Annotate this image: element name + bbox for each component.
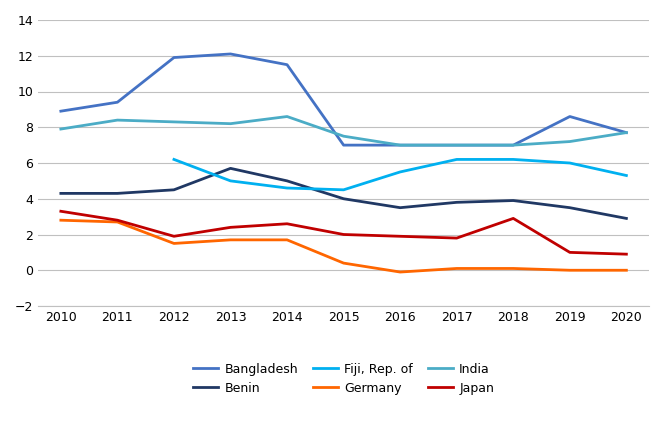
Bangladesh [396, 142, 404, 147]
Benin [226, 166, 234, 171]
Japan [509, 216, 517, 221]
Line: Japan: Japan [61, 211, 626, 254]
Benin [509, 198, 517, 203]
Japan [114, 218, 122, 223]
Benin [57, 191, 65, 196]
India [509, 142, 517, 147]
Benin [396, 205, 404, 210]
India [170, 119, 178, 125]
Fiji, Rep. of [226, 178, 234, 184]
Japan [566, 250, 574, 255]
India [114, 118, 122, 123]
Germany [57, 218, 65, 223]
India [339, 133, 347, 139]
Benin [622, 216, 630, 221]
Germany [566, 268, 574, 273]
Germany [283, 237, 291, 242]
Germany [453, 266, 461, 271]
Bangladesh [283, 62, 291, 67]
Bangladesh [339, 142, 347, 147]
India [57, 127, 65, 132]
Benin [339, 196, 347, 201]
Japan [57, 209, 65, 214]
India [566, 139, 574, 144]
Line: Fiji, Rep. of: Fiji, Rep. of [174, 159, 626, 190]
Line: Benin: Benin [61, 168, 626, 218]
Bangladesh [453, 142, 461, 147]
Bangladesh [170, 55, 178, 60]
Line: Bangladesh: Bangladesh [61, 54, 626, 145]
Bangladesh [566, 114, 574, 119]
Germany [226, 237, 234, 242]
Fiji, Rep. of [396, 170, 404, 175]
Benin [283, 178, 291, 184]
Japan [283, 221, 291, 227]
Japan [226, 225, 234, 230]
Japan [396, 234, 404, 239]
Bangladesh [57, 109, 65, 114]
Japan [453, 235, 461, 241]
Benin [114, 191, 122, 196]
Benin [170, 187, 178, 193]
Benin [566, 205, 574, 210]
Germany [170, 241, 178, 246]
Bangladesh [622, 130, 630, 135]
Benin [453, 200, 461, 205]
India [226, 121, 234, 126]
Fiji, Rep. of [509, 157, 517, 162]
India [453, 142, 461, 147]
India [396, 142, 404, 147]
Legend: Bangladesh, Benin, Fiji, Rep. of, Germany, India, Japan: Bangladesh, Benin, Fiji, Rep. of, German… [188, 357, 499, 400]
India [283, 114, 291, 119]
Line: Germany: Germany [61, 220, 626, 272]
Germany [339, 261, 347, 266]
Fiji, Rep. of [339, 187, 347, 193]
Germany [396, 269, 404, 275]
Japan [622, 252, 630, 257]
Bangladesh [114, 100, 122, 105]
India [622, 130, 630, 135]
Germany [622, 268, 630, 273]
Fiji, Rep. of [453, 157, 461, 162]
Line: India: India [61, 116, 626, 145]
Japan [339, 232, 347, 237]
Japan [170, 234, 178, 239]
Bangladesh [226, 51, 234, 57]
Bangladesh [509, 142, 517, 147]
Fiji, Rep. of [622, 173, 630, 178]
Fiji, Rep. of [566, 161, 574, 166]
Fiji, Rep. of [283, 185, 291, 190]
Fiji, Rep. of [170, 157, 178, 162]
Germany [114, 219, 122, 224]
Germany [509, 266, 517, 271]
